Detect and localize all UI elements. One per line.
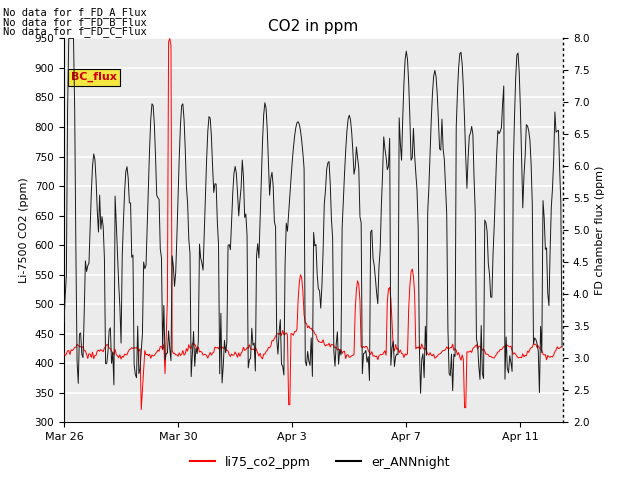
Text: No data for f_FD_B_Flux: No data for f_FD_B_Flux — [3, 17, 147, 28]
Y-axis label: Li-7500 CO2 (ppm): Li-7500 CO2 (ppm) — [19, 178, 29, 283]
Text: BC_flux: BC_flux — [71, 72, 117, 83]
Text: No data for f_FD_A_Flux: No data for f_FD_A_Flux — [3, 7, 147, 18]
Y-axis label: FD chamber flux (ppm): FD chamber flux (ppm) — [595, 166, 605, 295]
Text: No data for f_FD_C_Flux: No data for f_FD_C_Flux — [3, 26, 147, 37]
Title: CO2 in ppm: CO2 in ppm — [268, 20, 359, 35]
Legend: li75_co2_ppm, er_ANNnight: li75_co2_ppm, er_ANNnight — [186, 451, 454, 474]
